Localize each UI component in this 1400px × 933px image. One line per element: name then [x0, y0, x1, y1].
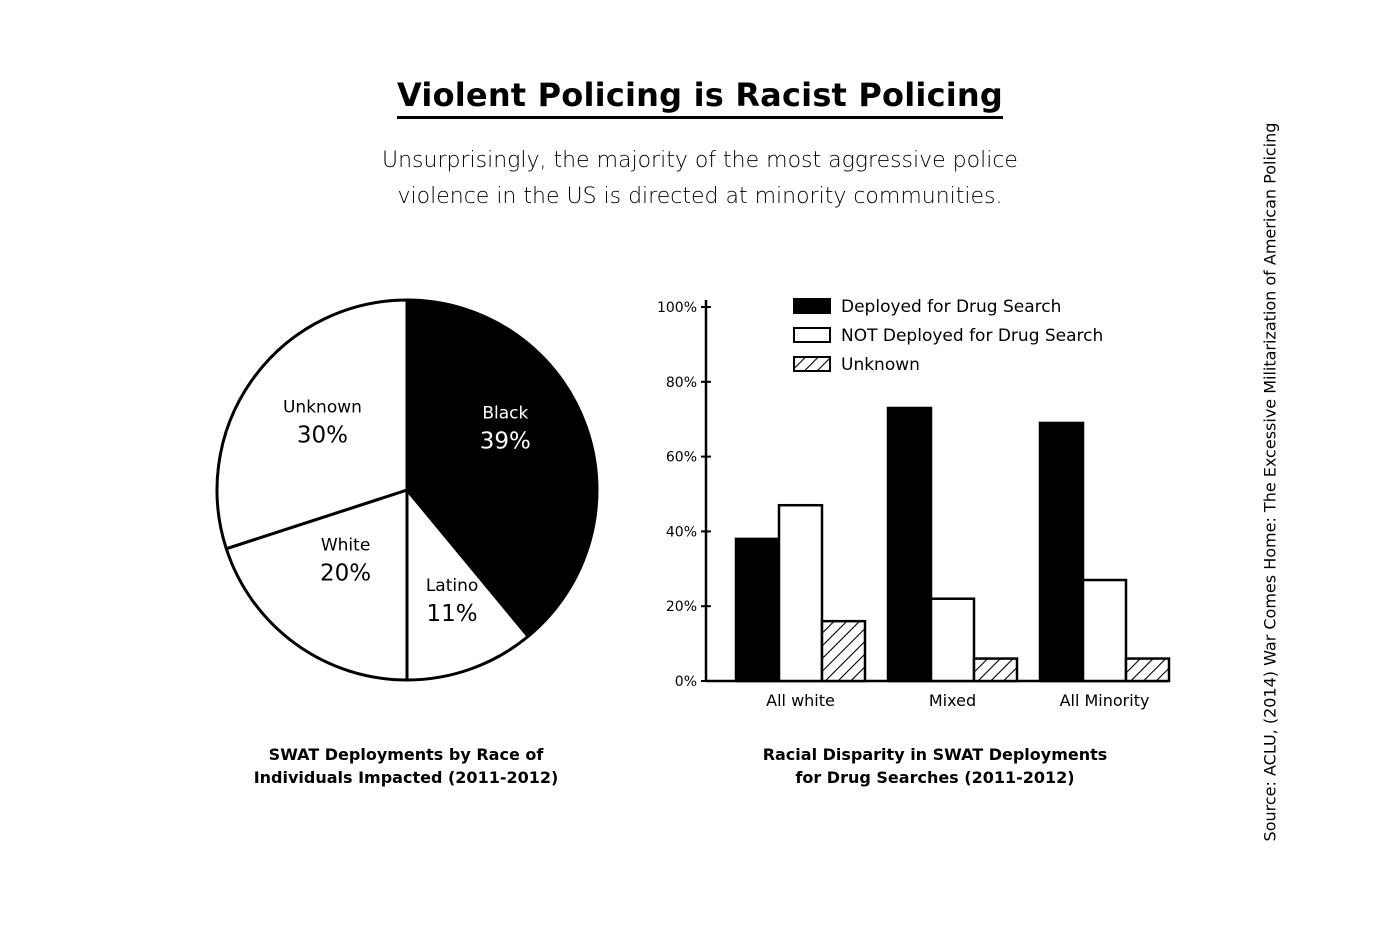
pie-label-white: White [321, 536, 370, 556]
bar-all-minority-series-1 [1038, 421, 1085, 683]
y-tick-label: 60% [666, 450, 697, 466]
legend-swatch [793, 327, 831, 343]
pie-chart: Black 39% Latino 11% White 20% Unknown 30% [215, 298, 599, 682]
y-tick-label: 40% [666, 524, 697, 540]
y-tick-label: 20% [666, 599, 697, 615]
legend-swatch [793, 356, 831, 372]
source-note: Source: ACLU, (2014) War Comes Home: The… [1260, 122, 1280, 842]
bar-all-minority-series-3 [1124, 657, 1171, 683]
x-tick-label: All Minority [1060, 691, 1150, 710]
bar-all-white-series-1 [734, 537, 781, 683]
legend-label: Unknown [841, 355, 920, 375]
bar-chart: 0% 20% 40% 60% 80% 100% All white Mixed All Mino… [657, 297, 1171, 710]
bar-mixed-series-1 [886, 406, 933, 683]
subtitle-line-1: Unsurprisingly, the majority of the most… [382, 148, 1018, 173]
pie-value-black: 39% [480, 429, 531, 455]
y-tick-label: 100% [657, 300, 697, 316]
subtitle: Unsurprisingly, the majority of the most… [300, 143, 1100, 215]
pie-label-unknown: Unknown [283, 398, 362, 418]
page-title: Violent Policing is Racist Policing [0, 76, 1400, 119]
pie-value-white: 20% [320, 561, 371, 587]
pie-caption-line-1: SWAT Deployments by Race of [268, 745, 544, 764]
pie-chart-caption: SWAT Deployments by Race of Individuals … [206, 743, 606, 789]
pie-slice-latino [405, 488, 530, 682]
pie-slice-unknown [215, 298, 409, 551]
pie-value-latino: 11% [426, 601, 477, 627]
pie-label-latino: Latino [426, 576, 478, 596]
legend-label: NOT Deployed for Drug Search [841, 326, 1103, 346]
x-tick-label: All white [766, 691, 835, 710]
bar-all-minority-series-2 [1081, 578, 1128, 683]
y-tick-label: 0% [675, 674, 697, 690]
pie-caption-line-2: Individuals Impacted (2011-2012) [253, 768, 559, 787]
x-tick-label: Mixed [929, 691, 976, 710]
pie-slice-white [224, 488, 409, 682]
bar-mixed-series-3 [972, 657, 1019, 683]
bar-all-white-series-2 [777, 503, 824, 683]
legend-swatch [793, 298, 831, 314]
bar-caption-line-2: for Drug Searches (2011-2012) [795, 768, 1075, 787]
bar-all-white-series-3 [820, 619, 867, 683]
bar-caption-line-1: Racial Disparity in SWAT Deployments [762, 745, 1108, 764]
pie-label-black: Black [482, 404, 528, 424]
bar-chart-caption: Racial Disparity in SWAT Deployments for… [735, 743, 1135, 789]
bar-mixed-series-2 [929, 597, 976, 683]
pie-value-unknown: 30% [297, 423, 348, 449]
legend-label: Deployed for Drug Search [841, 297, 1061, 317]
y-tick-label: 80% [666, 375, 697, 391]
pie-slice-black [405, 298, 599, 638]
subtitle-line-2: violence in the US is directed at minori… [397, 184, 1003, 209]
